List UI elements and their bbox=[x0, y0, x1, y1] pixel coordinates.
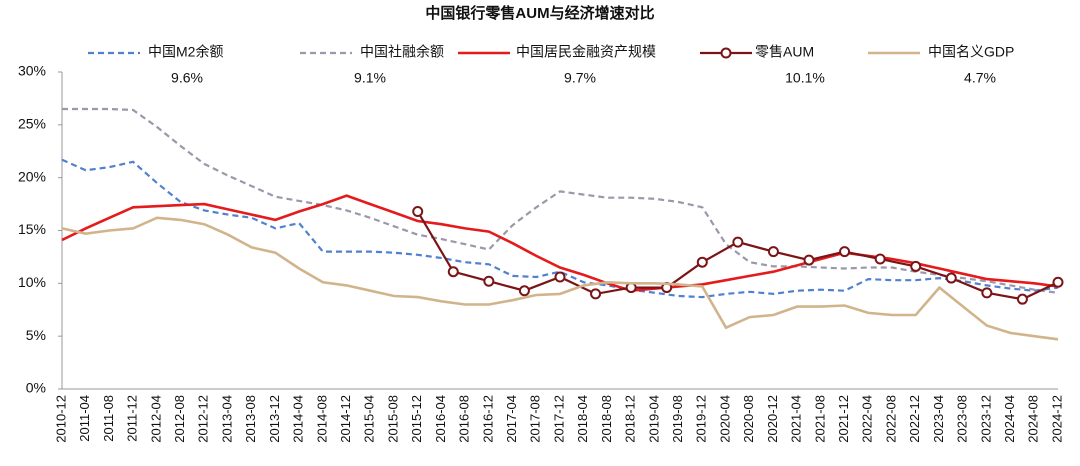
x-tick-label: 2024-08 bbox=[1026, 395, 1041, 443]
x-tick-label: 2024-04 bbox=[1002, 395, 1017, 443]
series-marker bbox=[981, 287, 993, 299]
legend-label: 零售AUM bbox=[755, 44, 814, 60]
x-tick-label: 2012-12 bbox=[196, 395, 211, 443]
x-tick-label: 2018-04 bbox=[575, 395, 590, 443]
x-tick-label: 2020-12 bbox=[765, 395, 780, 443]
x-tick-label: 2021-12 bbox=[836, 395, 851, 443]
series-line bbox=[61, 158, 1059, 299]
x-tick-label: 2014-04 bbox=[291, 395, 306, 443]
series-marker bbox=[732, 236, 744, 248]
legend-note: 9.6% bbox=[171, 70, 203, 86]
legend-marker bbox=[720, 47, 732, 59]
x-tick-label: 2021-08 bbox=[812, 395, 827, 443]
x-tick-label: 2010-12 bbox=[53, 395, 68, 443]
series-marker bbox=[696, 256, 708, 268]
series-marker bbox=[412, 205, 424, 217]
x-tick-label: 2023-04 bbox=[931, 395, 946, 443]
y-tick-label: 10% bbox=[18, 274, 46, 290]
series-marker bbox=[554, 271, 566, 283]
x-tick-label: 2019-08 bbox=[670, 395, 685, 443]
x-tick-label: 2024-12 bbox=[1049, 395, 1064, 443]
legend-note: 9.1% bbox=[354, 70, 386, 86]
legend-label: 中国名义GDP bbox=[928, 44, 1014, 60]
chart-title: 中国银行零售AUM与经济增速对比 bbox=[425, 4, 654, 22]
series-marker bbox=[483, 275, 495, 287]
x-tick-label: 2013-08 bbox=[243, 395, 258, 443]
x-tick-label: 2013-04 bbox=[219, 395, 234, 443]
x-tick-label: 2014-08 bbox=[314, 395, 329, 443]
x-tick-label: 2019-12 bbox=[694, 395, 709, 443]
series-marker bbox=[1052, 276, 1064, 288]
y-tick-label: 25% bbox=[18, 116, 46, 132]
x-tick-label: 2020-08 bbox=[741, 395, 756, 443]
x-tick-label: 2023-12 bbox=[978, 395, 993, 443]
x-tick-label: 2016-12 bbox=[480, 395, 495, 443]
series-marker bbox=[1016, 293, 1028, 305]
series-line bbox=[61, 216, 1059, 341]
series-line bbox=[61, 194, 1059, 293]
x-tick-label: 2011-08 bbox=[101, 395, 116, 442]
x-tick-label: 2016-08 bbox=[457, 395, 472, 443]
series-marker bbox=[945, 272, 957, 284]
x-tick-label: 2011-04 bbox=[77, 395, 92, 442]
y-tick-label: 15% bbox=[18, 221, 46, 237]
legend-label: 中国社融余额 bbox=[360, 44, 444, 60]
x-tick-label: 2011-12 bbox=[125, 395, 140, 442]
x-tick-label: 2012-08 bbox=[172, 395, 187, 443]
series-marker bbox=[767, 246, 779, 258]
x-tick-label: 2012-04 bbox=[148, 395, 163, 443]
x-tick-label: 2022-08 bbox=[883, 395, 898, 443]
series-marker bbox=[910, 260, 922, 272]
series-marker bbox=[590, 288, 602, 300]
series-line bbox=[62, 107, 1059, 294]
x-tick-label: 2016-04 bbox=[433, 395, 448, 443]
x-tick-label: 2022-12 bbox=[907, 395, 922, 443]
x-tick-label: 2014-12 bbox=[338, 395, 353, 443]
legend-note: 4.7% bbox=[964, 70, 996, 86]
x-tick-label: 2017-08 bbox=[528, 395, 543, 443]
x-tick-label: 2013-12 bbox=[267, 395, 282, 443]
x-tick-label: 2015-04 bbox=[362, 395, 377, 443]
x-tick-label: 2017-12 bbox=[551, 395, 566, 443]
legend-note: 10.1% bbox=[785, 70, 825, 86]
y-tick-label: 20% bbox=[18, 168, 46, 184]
legend-note: 9.7% bbox=[564, 70, 596, 86]
x-tick-label: 2015-08 bbox=[385, 395, 400, 443]
x-tick-label: 2015-12 bbox=[409, 395, 424, 443]
series-marker bbox=[518, 285, 530, 297]
x-tick-label: 2021-04 bbox=[789, 395, 804, 443]
series-marker bbox=[839, 246, 851, 258]
x-tick-label: 2017-04 bbox=[504, 395, 519, 443]
legend-label: 中国居民金融资产规模 bbox=[516, 44, 656, 60]
y-tick-label: 0% bbox=[26, 380, 46, 396]
y-tick-label: 5% bbox=[26, 327, 46, 343]
series-marker bbox=[447, 266, 459, 278]
x-tick-label: 2018-12 bbox=[623, 395, 638, 443]
x-tick-label: 2020-04 bbox=[717, 395, 732, 443]
legend-label: 中国M2余额 bbox=[148, 44, 223, 60]
series-marker bbox=[803, 254, 815, 266]
x-tick-label: 2023-08 bbox=[955, 395, 970, 443]
x-tick-label: 2018-08 bbox=[599, 395, 614, 443]
y-tick-label: 30% bbox=[18, 63, 46, 79]
x-tick-label: 2019-04 bbox=[646, 395, 661, 443]
series-marker bbox=[874, 253, 886, 265]
x-tick-label: 2022-04 bbox=[860, 395, 875, 443]
